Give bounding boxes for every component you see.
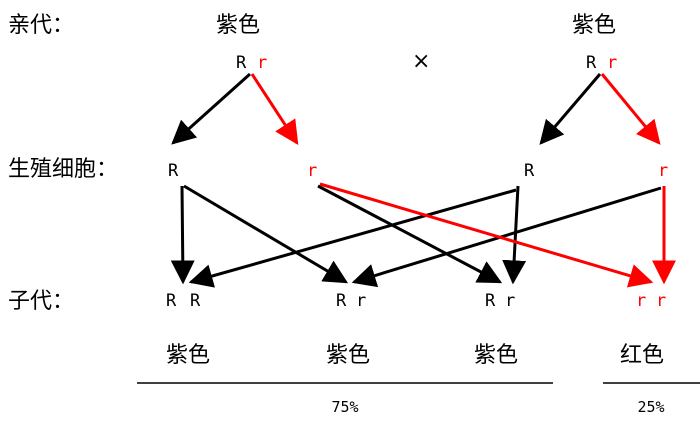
offspring2-phenotype: 紫色 — [326, 343, 370, 368]
ratio-dominant: 75% — [331, 398, 358, 416]
cross-symbol: × — [412, 49, 430, 74]
parent2-allele-1: R — [586, 53, 597, 73]
offspring4-allele-2: r — [656, 291, 666, 311]
parent1-allele-2: r — [257, 53, 267, 73]
ratio-recessive: 25% — [637, 398, 664, 416]
parent1-phenotype: 紫色 — [216, 13, 260, 38]
label-gametes: 生殖细胞： — [8, 157, 118, 182]
parent1-allele-1: R — [236, 53, 247, 73]
arrow-g3-to-o1 — [188, 188, 517, 288]
offspring1-phenotype: 紫色 — [166, 343, 210, 368]
arrow-p2-to-gamete-r — [600, 73, 661, 145]
offspring3-allele-1: R — [485, 291, 496, 311]
gamete-1: R — [168, 161, 179, 181]
arrow-g4-to-o2 — [351, 186, 662, 288]
arrow-p1-to-gamete-r — [250, 73, 299, 146]
gamete-3: R — [524, 161, 535, 181]
offspring4-phenotype: 红色 — [620, 343, 664, 368]
offspring1-allele-2: R — [190, 291, 201, 311]
offspring2-allele-1: R — [336, 291, 347, 311]
arrow-p2-to-gamete-R — [539, 73, 602, 145]
offspring2-allele-2: r — [356, 291, 366, 311]
arrow-g1-to-o2 — [183, 184, 349, 284]
parent2-allele-2: r — [607, 53, 617, 73]
gamete-4: r — [658, 161, 668, 181]
arrow-g2-to-o4 — [319, 182, 654, 288]
label-offspring: 子代： — [8, 289, 74, 314]
offspring3-phenotype: 紫色 — [474, 343, 518, 368]
offspring1-allele-1: R — [166, 291, 177, 311]
label-parents: 亲代： — [8, 13, 74, 38]
arrow-g1-to-o1 — [170, 185, 195, 285]
offspring4-allele-1: r — [636, 291, 646, 311]
parent2-phenotype: 紫色 — [572, 13, 616, 38]
gamete-2: r — [307, 161, 317, 181]
offspring3-allele-2: r — [505, 291, 515, 311]
arrow-g2-to-o3 — [317, 184, 503, 284]
arrow-p1-to-gamete-R — [171, 72, 252, 145]
